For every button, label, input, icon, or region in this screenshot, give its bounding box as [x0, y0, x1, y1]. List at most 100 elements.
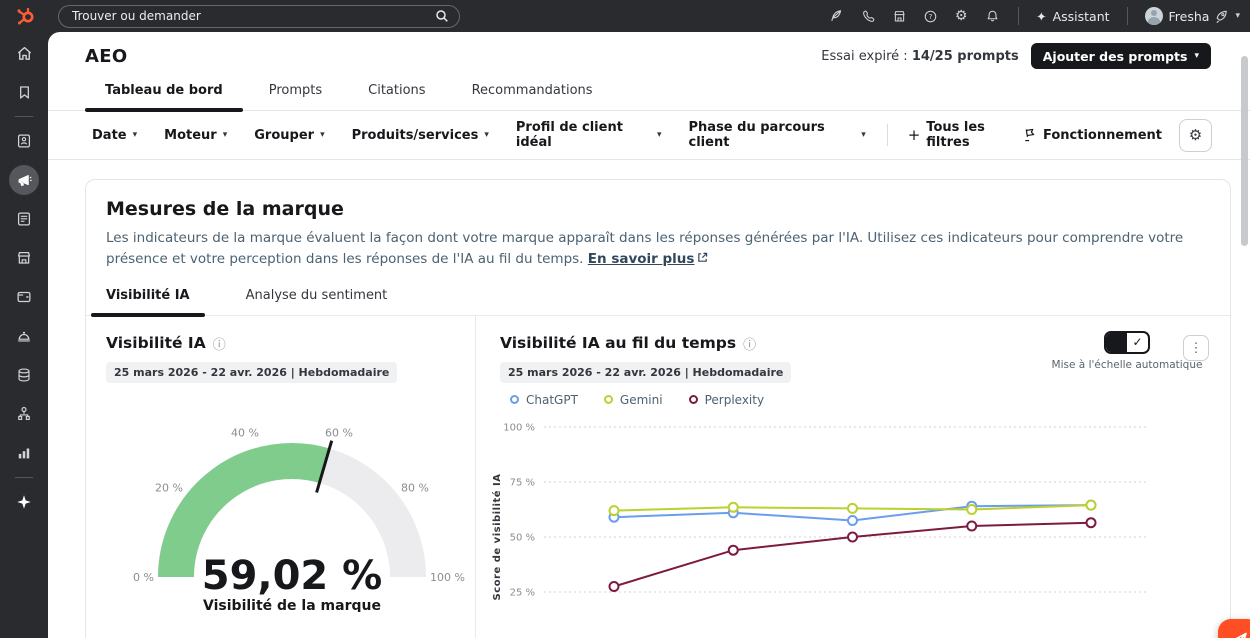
trial-status: Essai expiré : 14/25 prompts: [821, 48, 1019, 64]
svg-text:75 %: 75 %: [510, 477, 535, 488]
chevron-down-icon: ▾: [222, 130, 228, 140]
sidebar: [0, 32, 48, 638]
svg-text:0 %: 0 %: [133, 571, 154, 584]
svg-text:80 %: 80 %: [401, 482, 429, 495]
svg-text:50 %: 50 %: [510, 532, 535, 543]
date-range-badge: 25 mars 2026 - 22 avr. 2026 | Hebdomadai…: [106, 361, 398, 383]
dashboard-settings-button[interactable]: ⚙: [1179, 118, 1212, 152]
send-feedback-button[interactable]: [1218, 619, 1250, 638]
how-it-works-button[interactable]: Fonctionnement: [1023, 128, 1162, 143]
visibility-line-chart: 100 %75 %50 %25 %0 %Score de visibilité …: [489, 413, 1229, 638]
tab-citations[interactable]: Citations: [368, 83, 426, 98]
chart-options-button[interactable]: ⋮: [1183, 334, 1209, 361]
flag-icon: [1023, 128, 1036, 142]
user-name: Fresha: [1168, 8, 1210, 24]
phone-icon[interactable]: [859, 7, 877, 25]
legend-marker: [510, 395, 519, 405]
help-icon[interactable]: ?: [921, 7, 939, 25]
svg-text:20 %: 20 %: [155, 482, 183, 495]
copilot-icon[interactable]: [828, 7, 846, 25]
toggle-track: [1106, 332, 1127, 352]
tab-tableau-de-bord[interactable]: Tableau de bord: [85, 83, 243, 112]
visibility-gauge-panel: Visibilité IA ⓘ 25 mars 2026 - 22 avr. 2…: [86, 315, 476, 638]
gear-icon: ⚙: [1188, 127, 1203, 144]
add-prompts-button[interactable]: Ajouter des prompts ▾: [1030, 43, 1211, 69]
hubspot-logo-icon[interactable]: [13, 5, 37, 27]
tab-prompts[interactable]: Prompts: [268, 83, 323, 98]
sidebar-item-reporting[interactable]: [14, 443, 34, 463]
svg-text:Score de visibilité IA: Score de visibilité IA: [491, 473, 503, 600]
chevron-down-icon: ▾: [861, 130, 866, 140]
autoscale-control: ✓ Mise à l'échelle automatique: [1052, 330, 1202, 371]
sidebar-item-data[interactable]: [14, 365, 34, 385]
sidebar-item-contacts[interactable]: [14, 131, 34, 151]
trial-count: 14/25 prompts: [911, 48, 1019, 64]
legend-chatgpt[interactable]: ChatGPT: [510, 393, 578, 407]
plus-icon: +: [907, 126, 921, 144]
sidebar-item-commerce[interactable]: [14, 248, 34, 268]
svg-text:?: ?: [928, 12, 932, 21]
brand-visibility-gauge: 20 % 40 % 60 % 80 % 0 % 100 % 59,02 % Visibilit…: [106, 396, 475, 612]
date-range-badge: 25 mars 2026 - 22 avr. 2026 | Hebdomadai…: [500, 361, 792, 383]
line-chart-title: Visibilité IA au fil du temps: [500, 334, 737, 353]
info-icon[interactable]: ⓘ: [743, 337, 757, 353]
svg-text:100 %: 100 %: [503, 422, 535, 433]
sidebar-item-content[interactable]: [14, 209, 34, 229]
info-icon[interactable]: ⓘ: [212, 337, 226, 353]
sidebar-item-home[interactable]: [14, 43, 34, 63]
legend-gemini[interactable]: Gemini: [603, 393, 663, 407]
avatar: [1144, 7, 1163, 25]
chevron-down-icon: ▾: [1194, 51, 1199, 61]
chevron-down-icon: ▾: [320, 130, 325, 140]
search-input[interactable]: Trouver ou demander: [58, 4, 460, 28]
topbar-divider: [1126, 7, 1128, 25]
kebab-icon: ⋮: [1189, 339, 1203, 355]
sidebar-divider: [15, 116, 33, 117]
search-placeholder: Trouver ou demander: [72, 9, 201, 23]
sidebar-item-automation[interactable]: [14, 404, 34, 424]
autoscale-toggle[interactable]: ✓: [1104, 330, 1150, 354]
card-title: Mesures de la marque: [106, 198, 344, 220]
filter-moteur[interactable]: Moteur ▾: [164, 127, 228, 143]
external-link-icon: [697, 252, 708, 263]
svg-text:40 %: 40 %: [231, 426, 259, 439]
filter-profil-client[interactable]: Profil de client idéal ▾: [515, 120, 662, 150]
notifications-icon[interactable]: [983, 7, 1001, 25]
brand-metrics-card: Mesures de la marque Les indicateurs de …: [85, 179, 1231, 638]
all-filters-button[interactable]: + Tous les filtres: [907, 120, 985, 150]
main-tabs: Tableau de bord Prompts Citations Recomm…: [48, 83, 1250, 112]
chevron-down-icon: ▾: [484, 130, 489, 140]
check-icon: ✓: [1132, 335, 1143, 350]
settings-icon[interactable]: ⚙: [954, 8, 968, 24]
filter-produits-services[interactable]: Produits/services ▾: [351, 127, 489, 143]
svg-text:Visibilité de la marque: Visibilité de la marque: [203, 598, 381, 612]
sidebar-item-service[interactable]: [14, 326, 34, 346]
filter-grouper[interactable]: Grouper ▾: [254, 127, 325, 143]
assistant-button[interactable]: ✦ Assistant: [1036, 8, 1110, 24]
topbar-divider: [1018, 7, 1020, 25]
main-content: AEO Essai expiré : 14/25 prompts Ajouter…: [48, 32, 1250, 638]
page-title: AEO: [85, 45, 128, 67]
subtab-analyse-sentiment[interactable]: Analyse du sentiment: [245, 287, 388, 303]
user-menu[interactable]: Fresha ▾: [1144, 7, 1240, 25]
sidebar-divider: [15, 477, 33, 478]
sidebar-item-ai-sparkle[interactable]: [14, 492, 34, 512]
filter-date[interactable]: Date ▾: [92, 127, 138, 143]
sidebar-item-marketing-active[interactable]: [9, 165, 39, 195]
sidebar-item-wallet[interactable]: [14, 287, 34, 307]
chevron-down-icon: ▾: [132, 130, 138, 140]
svg-text:25 %: 25 %: [510, 587, 535, 598]
filter-phase-parcours[interactable]: Phase du parcours client ▾: [688, 120, 866, 150]
metric-subtabs: Visibilité IA Analyse du sentiment: [86, 287, 1230, 317]
svg-text:59,02 %: 59,02 %: [202, 553, 383, 599]
marketplace-icon[interactable]: [890, 7, 908, 25]
sidebar-item-bookmarks[interactable]: [14, 82, 34, 102]
legend-perplexity[interactable]: Perplexity: [688, 393, 764, 407]
tab-recommandations[interactable]: Recommandations: [471, 83, 593, 98]
legend-marker: [688, 395, 698, 405]
filter-bar: Date ▾ Moteur ▾ Grouper ▾ Produits/services…: [48, 111, 1250, 160]
subtab-visibilite-ia[interactable]: Visibilité IA: [91, 288, 205, 317]
card-description: Les indicateurs de la marque évaluent la…: [106, 230, 1184, 267]
learn-more-link[interactable]: En savoir plus: [588, 251, 709, 267]
vertical-scrollbar[interactable]: [1241, 56, 1248, 246]
